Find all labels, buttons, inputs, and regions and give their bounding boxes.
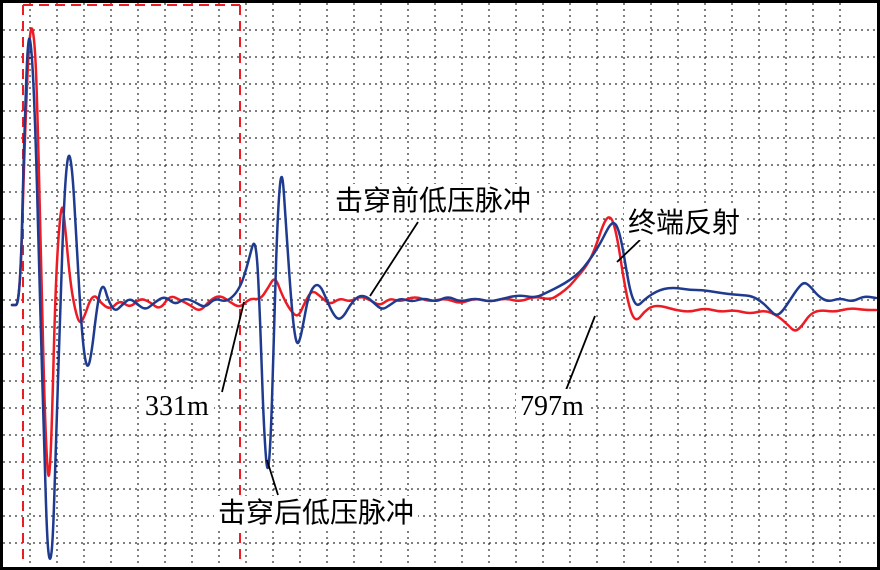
chart-svg: 击穿前低压脉冲终端反射 331m 797m 击穿后低压脉冲	[0, 0, 880, 570]
pre-breakdown-label: 击穿前低压脉冲	[335, 185, 531, 217]
post-breakdown-label: 击穿后低压脉冲	[218, 497, 414, 529]
marker-797m: 797m	[520, 391, 584, 422]
marker-331m: 331m	[145, 391, 209, 422]
terminal-reflection-label: 终端反射	[628, 207, 740, 239]
waveform-chart: 击穿前低压脉冲终端反射 331m 797m 击穿后低压脉冲	[0, 0, 880, 570]
